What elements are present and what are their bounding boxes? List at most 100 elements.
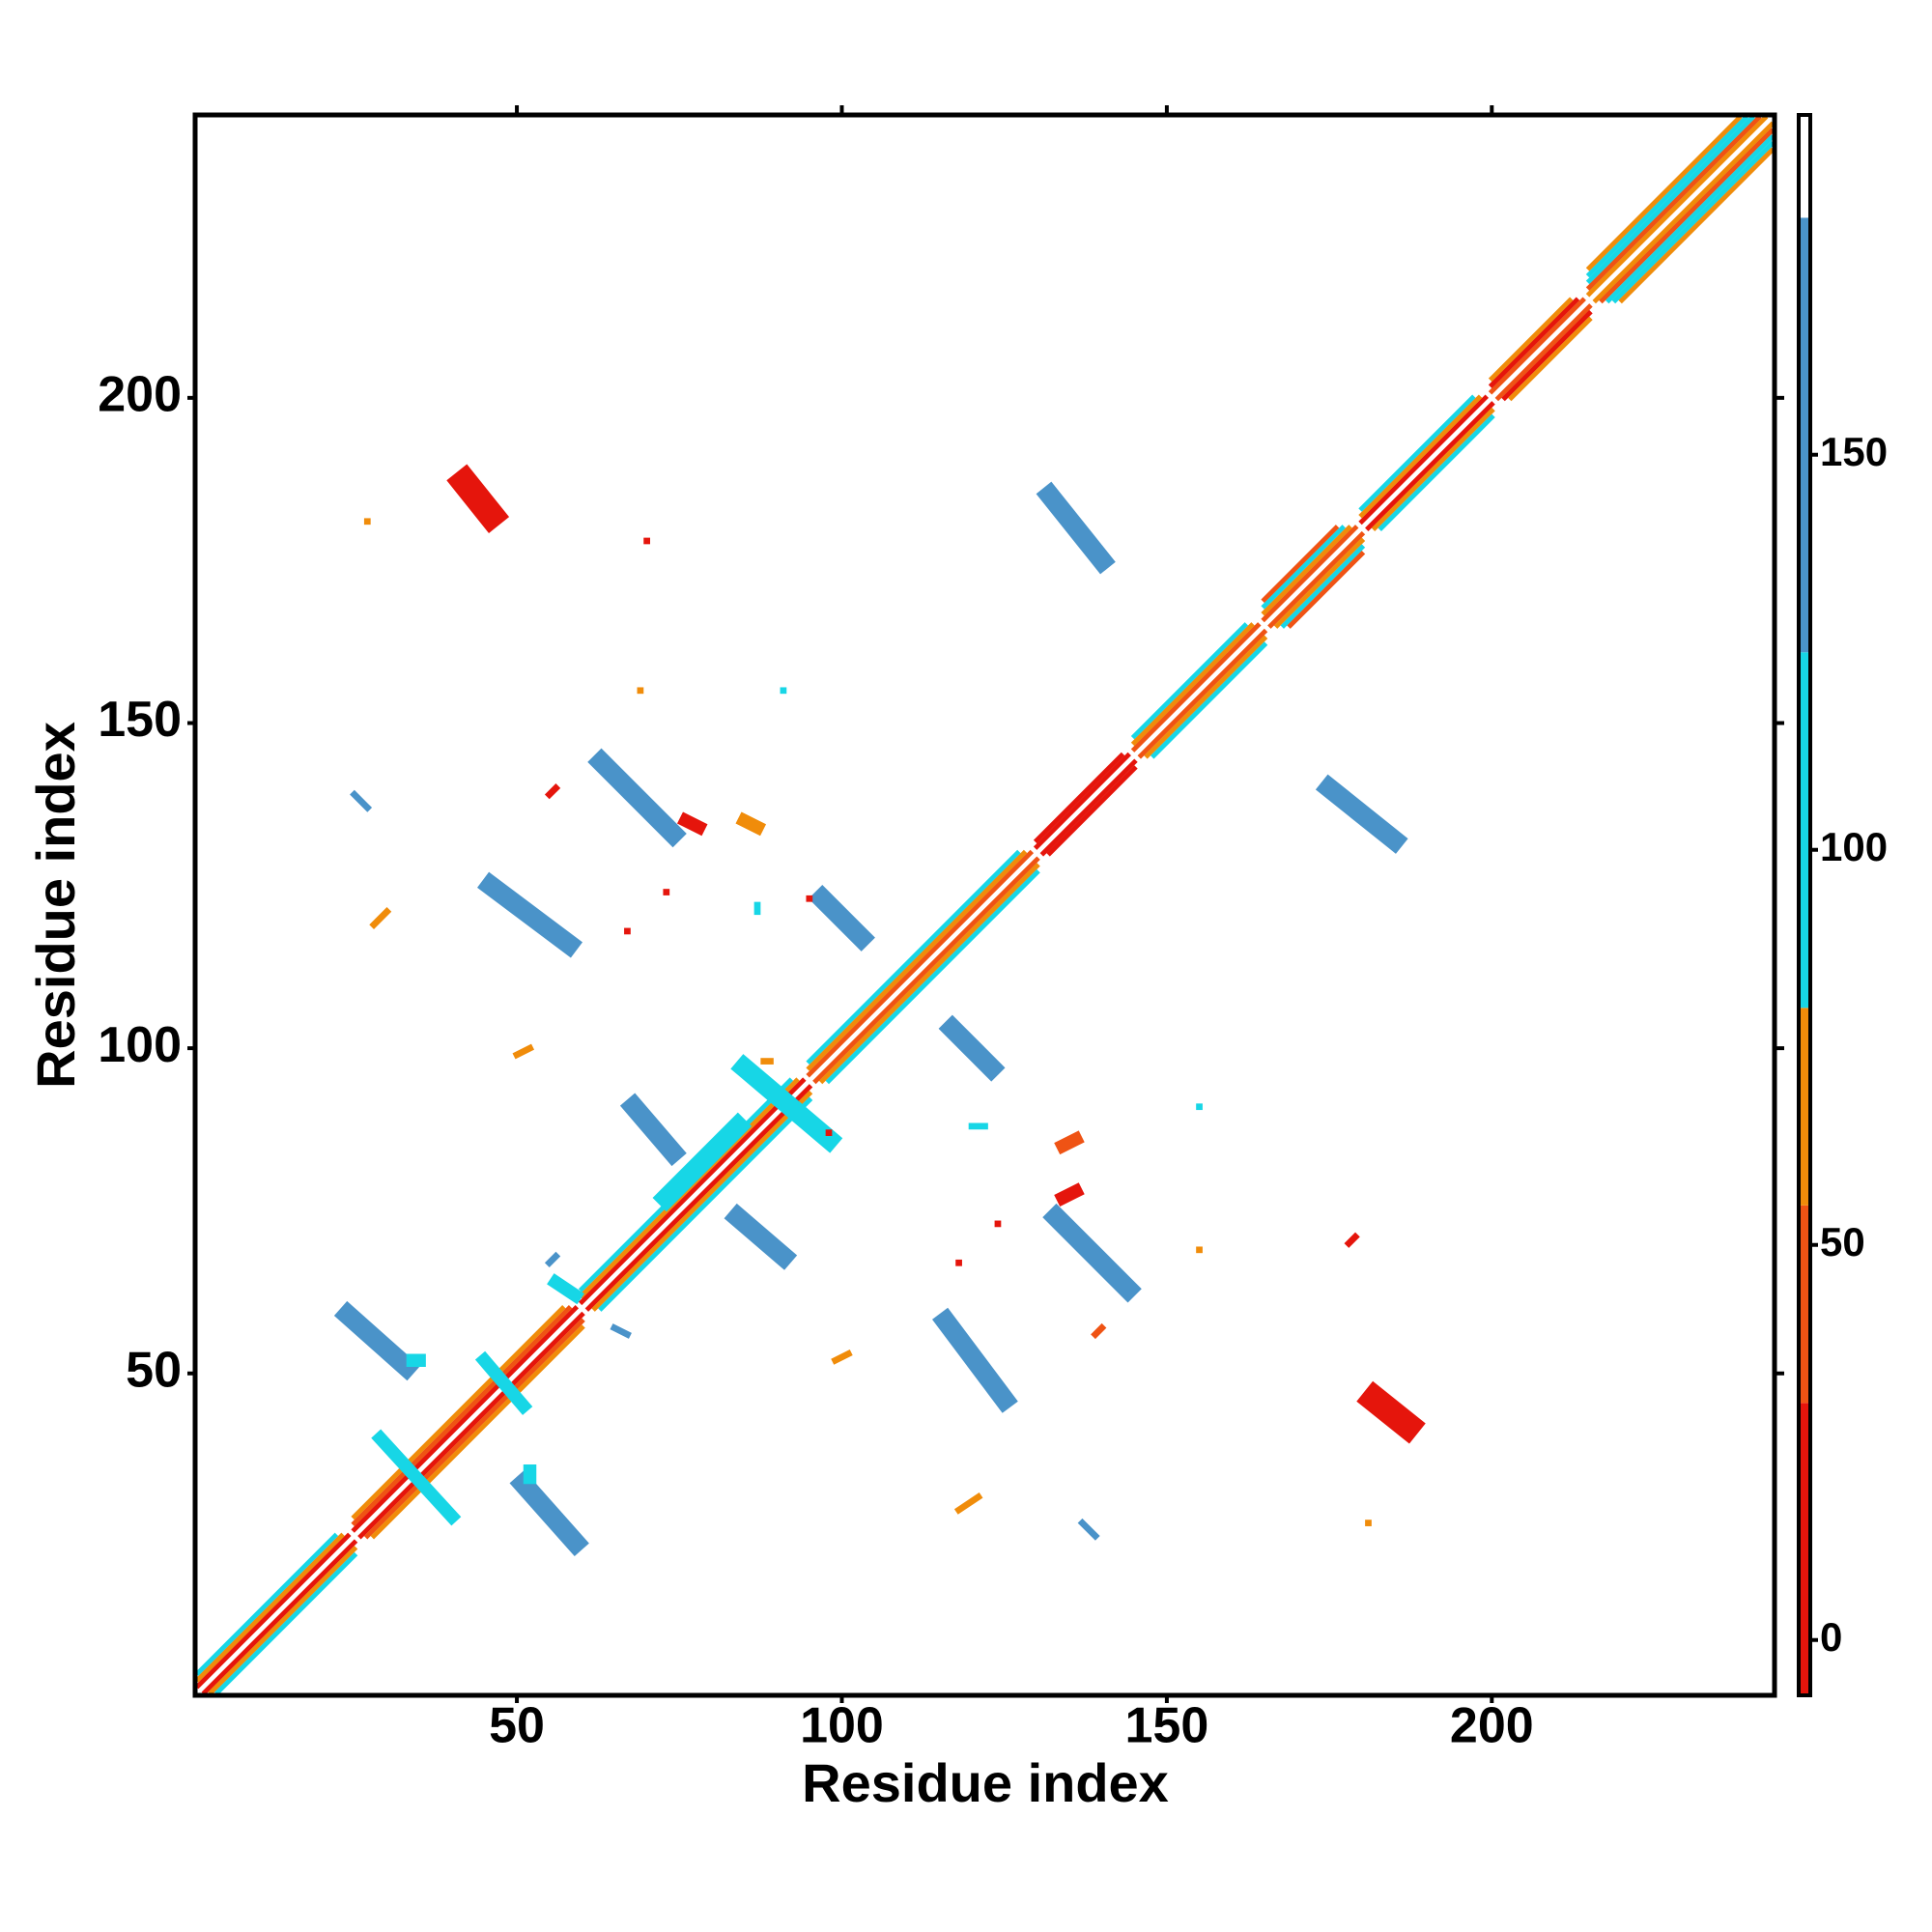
contact <box>676 811 708 837</box>
colorbar-tick-label: 50 <box>1820 1219 1865 1264</box>
diagonal-band <box>351 1304 566 1520</box>
colorbar-band <box>1799 652 1810 1009</box>
contact <box>735 811 767 837</box>
contact <box>1054 1182 1085 1207</box>
y-tick-label: 150 <box>98 692 182 748</box>
diagonal-band <box>1488 297 1586 395</box>
y-tick-label: 200 <box>98 367 182 423</box>
diagonal-band-mirror <box>1287 551 1366 629</box>
contact <box>587 748 687 848</box>
colorbar-band <box>1799 115 1810 218</box>
colorbar-band <box>1799 217 1810 653</box>
y-tick-label: 50 <box>126 1342 182 1398</box>
contact <box>809 884 875 952</box>
colorbar-tick-label: 100 <box>1820 824 1888 869</box>
diagonal-band-mirror <box>825 868 1040 1085</box>
diagonal-band-mirror <box>1039 758 1138 857</box>
diagonal-band-mirror <box>1378 413 1495 531</box>
diagonal-band-mirror <box>357 1311 585 1540</box>
diagonal-band-mirror <box>1365 401 1495 531</box>
diagonal-band <box>195 115 1775 1695</box>
x-tick-label: 200 <box>1450 1698 1534 1754</box>
contact <box>831 1350 853 1365</box>
contact <box>544 783 561 800</box>
diagonal-band-mirror <box>591 1090 813 1312</box>
contact <box>477 871 583 958</box>
diagonal-band <box>195 1532 352 1690</box>
colorbar-band <box>1799 1008 1810 1206</box>
diagonal-band-mirror <box>1501 309 1593 402</box>
diagonal-band <box>1358 394 1490 526</box>
diagonal-band-mirror <box>1151 641 1268 759</box>
x-tick-label: 100 <box>800 1698 884 1754</box>
diagonal-band <box>806 849 1035 1078</box>
diagonal-band-mirror <box>1611 140 1775 304</box>
contact <box>1054 1130 1085 1155</box>
diagonal-band-mirror <box>214 1551 358 1695</box>
diagonal-band <box>1488 297 1580 388</box>
contact <box>1036 481 1116 575</box>
contact-mirror <box>938 1014 1006 1082</box>
diagonal-band-mirror <box>1280 544 1366 629</box>
contact <box>544 1251 561 1268</box>
colorbar-tick-label: 0 <box>1820 1614 1842 1660</box>
diagonal-band-mirror <box>1592 121 1775 304</box>
diagonal-band-mirror <box>1599 128 1775 304</box>
diagonal-band <box>1261 525 1352 616</box>
diagonal-band <box>351 1304 573 1527</box>
contact <box>350 789 373 812</box>
diagonal-band-mirror <box>370 1324 585 1540</box>
diagonal-band <box>1130 622 1262 753</box>
contact <box>547 1273 584 1305</box>
diagonal-band-mirror <box>812 856 1040 1085</box>
diagonal-band-mirror <box>1618 147 1775 304</box>
diagonal-band-mirror <box>1371 407 1495 531</box>
contact <box>610 1323 632 1339</box>
diagonal-band-mirror <box>818 863 1040 1085</box>
diagonal-band-mirror <box>1144 635 1268 759</box>
x-tick-label: 50 <box>489 1698 545 1754</box>
diagonal-band-mirror <box>584 1084 813 1312</box>
contact <box>474 1350 533 1415</box>
contact <box>371 1429 462 1526</box>
diagonal-band <box>1358 394 1483 519</box>
diagonal-band <box>1261 525 1359 623</box>
diagonal-band <box>1261 525 1340 603</box>
diagonal-band-mirror <box>1267 530 1366 629</box>
diagonal-band <box>351 1304 580 1533</box>
diagonal-band-mirror <box>1046 765 1138 857</box>
diagonal-band <box>1033 752 1125 844</box>
contact <box>730 1054 843 1153</box>
x-tick-label: 150 <box>1125 1698 1209 1754</box>
diagonal-band <box>1585 115 1743 271</box>
diagonal-band <box>806 849 1021 1065</box>
diagonal-band <box>1358 394 1476 512</box>
diagonal-band <box>1130 622 1249 740</box>
colorbar-band <box>1799 1403 1810 1695</box>
diagonal-band <box>1130 622 1255 747</box>
contact <box>1077 1518 1100 1541</box>
diagonal-band <box>1261 525 1346 610</box>
diagonal-band-mirror <box>1605 134 1775 304</box>
diagonal-band-mirror <box>201 1539 358 1695</box>
contact-mirror <box>1042 1203 1142 1303</box>
diagonal-band-mirror <box>598 1096 813 1312</box>
contact <box>512 1043 535 1060</box>
diagonal-band-mirror <box>208 1546 358 1695</box>
diagonal-band <box>195 1532 339 1676</box>
y-axis-title: Residue index <box>25 722 86 1089</box>
contact-mirror <box>724 1203 798 1270</box>
diagonal-band <box>578 1077 807 1306</box>
diagonal-band <box>1033 752 1131 850</box>
contact-mirror <box>1356 1380 1426 1444</box>
contact <box>1344 1232 1360 1248</box>
colorbar-tick-label: 150 <box>1820 429 1888 474</box>
diagonal-band-mirror <box>363 1318 585 1540</box>
colorbar-frame <box>1797 113 1812 1697</box>
x-axis-title: Residue index <box>802 1752 1169 1813</box>
contact <box>446 464 510 533</box>
contact <box>619 1093 687 1167</box>
contact-mirror <box>1315 774 1408 854</box>
